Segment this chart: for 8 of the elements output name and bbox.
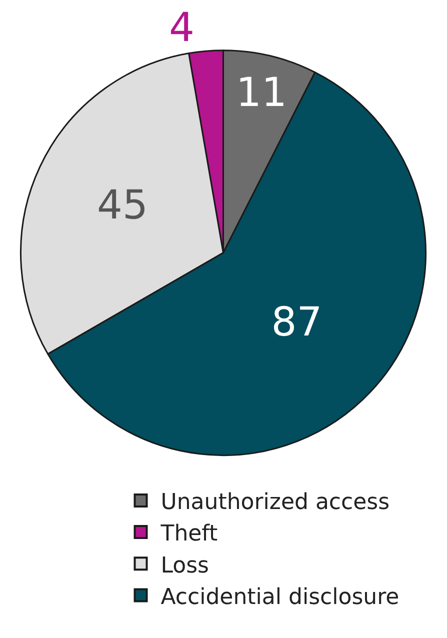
legend-label: Unauthorized access <box>160 490 390 516</box>
data-label: 11 <box>236 70 287 116</box>
legend-label: Theft <box>160 522 218 547</box>
legend-label: Accidential disclosure <box>160 584 400 610</box>
legend-label: Loss <box>160 553 210 578</box>
data-label: 45 <box>97 182 148 229</box>
data-label: 4 <box>168 5 194 52</box>
data-label: 87 <box>271 299 322 346</box>
